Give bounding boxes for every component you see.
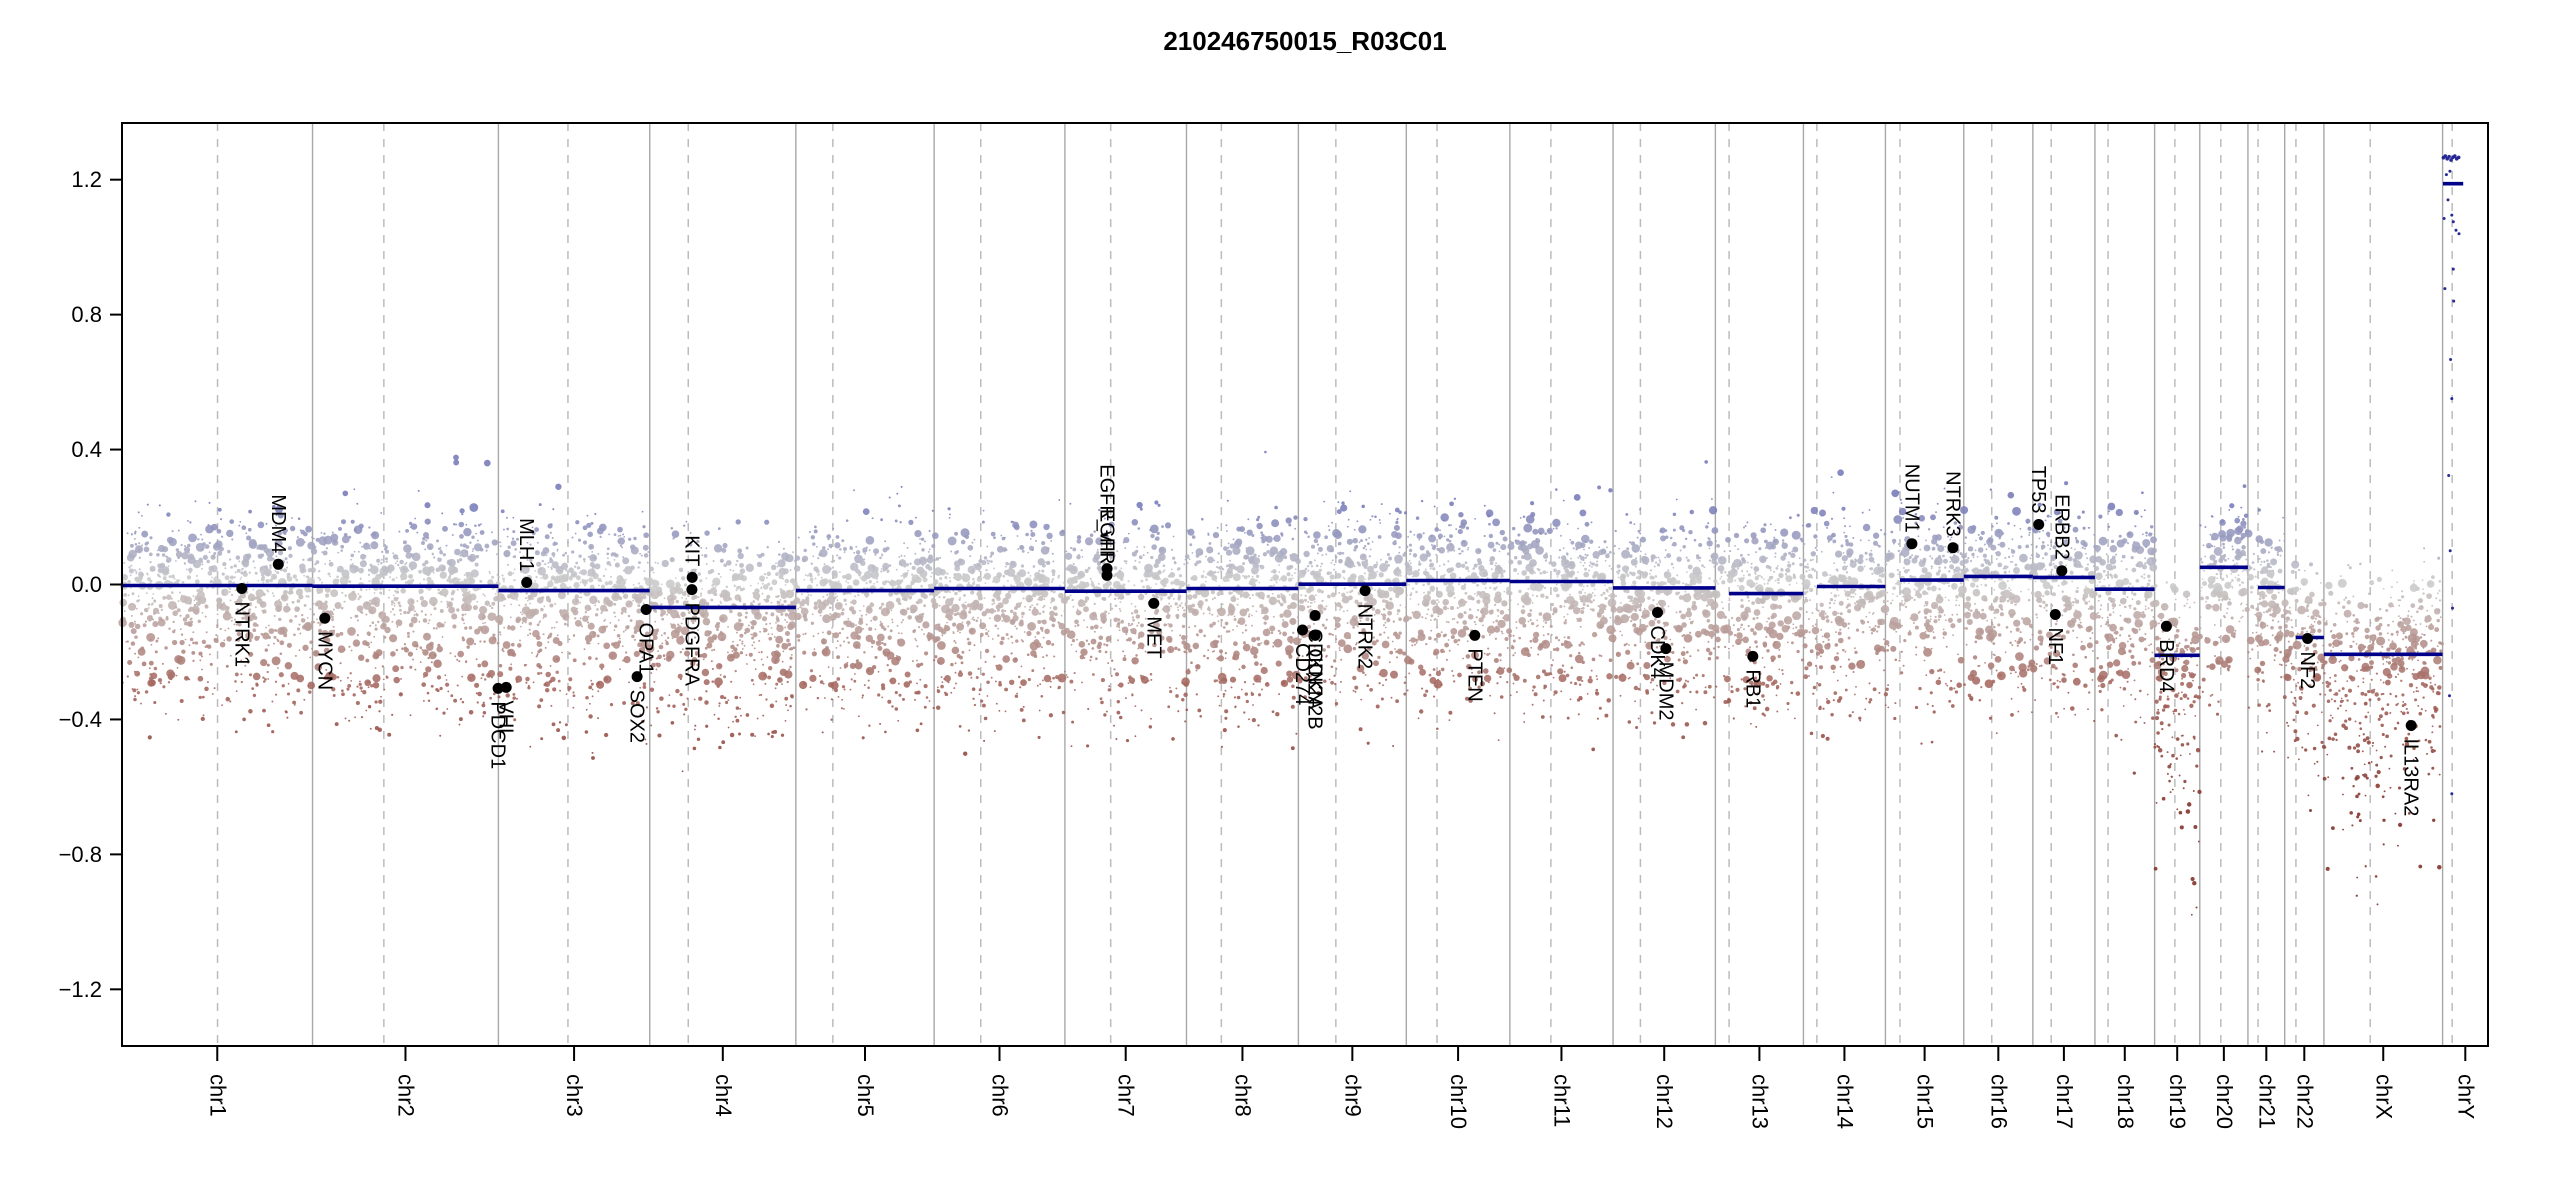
x-tick-label-chr21: chr21	[2254, 1074, 2279, 1129]
scatter-points	[118, 450, 2444, 916]
y-axis: 1.2 0.8 0.4 0.0 −0.4 −0.8 −1.2	[59, 167, 122, 1002]
gene-label-CDKN2B: CDKN2B	[1304, 648, 1326, 729]
gene-marker-NTRK2	[1359, 585, 1371, 597]
x-tick-label-chr20: chr20	[2212, 1074, 2237, 1129]
gene-marker-MLH1	[521, 577, 533, 588]
y-tick-label: 0.4	[71, 437, 102, 462]
gene-label-BRD4: BRD4	[2155, 639, 2177, 692]
gene-marker-CDKN2B	[1309, 629, 1321, 641]
x-tick-label-chr10: chr10	[1446, 1074, 1471, 1129]
gene-label-IL13RA2: IL13RA2	[2400, 739, 2422, 817]
x-tick-label-chr4: chr4	[711, 1074, 736, 1117]
gene-marker-VHL	[500, 681, 512, 693]
gene-label-RB1: RB1	[1741, 669, 1763, 708]
x-tick-label-chr17: chr17	[2052, 1074, 2077, 1129]
gene-marker-MDM4	[272, 558, 284, 570]
gene-marker-CDK4	[1652, 607, 1663, 618]
gene-label-NUTM1: NUTM1	[1900, 464, 1922, 533]
gene-label-NF2: NF2	[2296, 652, 2318, 690]
x-tick-label-chr6: chr6	[988, 1074, 1013, 1117]
gene-label-MLH1: MLH1	[515, 518, 537, 571]
y-tick-label: 0.0	[71, 572, 102, 597]
chrY-points	[2441, 154, 2461, 796]
gene-label-TP53: TP53	[2027, 466, 2049, 514]
gene-marker-CDKN2A	[1309, 610, 1321, 621]
gene-label-PTEN: PTEN	[1463, 648, 1485, 701]
gene-label-CD274: CD274	[1291, 643, 1313, 705]
gene-marker-CD274	[1297, 624, 1308, 636]
x-tick-label-chr2: chr2	[394, 1074, 419, 1117]
gene-marker-NF2	[2302, 633, 2314, 644]
x-tick-label-chr5: chr5	[853, 1074, 878, 1117]
gene-label-NTRK1: NTRK1	[230, 602, 252, 668]
gene-label-CDK4: CDK4	[1646, 626, 1668, 679]
gene-label-MYCN: MYCN	[313, 631, 335, 690]
gene-marker-NUTM1	[1906, 538, 1918, 550]
gene-label-CDKN2A: CDKN2A	[1304, 629, 1326, 711]
x-tick-label-chrY: chrY	[2453, 1074, 2478, 1120]
x-tick-label-chr22: chr22	[2292, 1074, 2317, 1129]
gene-marker-PDGFRA	[686, 584, 698, 596]
x-tick-label-chr11: chr11	[1550, 1074, 1575, 1127]
gene-marker-MET	[1148, 597, 1160, 609]
y-tick-label: 1.2	[71, 167, 102, 192]
gene-label-SOX2: SOX2	[626, 690, 648, 743]
x-tick-label-chr8: chr8	[1230, 1074, 1255, 1117]
plot-title: 210246750015_R03C01	[1163, 26, 1447, 56]
x-tick-label-chr16: chr16	[1986, 1074, 2011, 1129]
gene-label-MDM2: MDM2	[1654, 662, 1676, 721]
gene-marker-ERBB2	[2056, 565, 2068, 577]
x-tick-label-chr7: chr7	[1114, 1074, 1139, 1117]
gene-label-VHL: VHL	[495, 700, 517, 739]
x-tick-label-chr14: chr14	[1832, 1074, 1857, 1129]
x-tick-label-chr3: chr3	[562, 1074, 587, 1117]
gene-label-EGFR_vIII: EGFR_vIII	[1096, 464, 1118, 557]
gene-label-NF1: NF1	[2044, 628, 2066, 666]
y-tick-label: 0.8	[71, 302, 102, 327]
x-axis: chr1 chr2 chr3 chr4 chr5 chr6 chr7 chr8 chr9 chr1…	[205, 1046, 2478, 1129]
gene-marker-PTEN	[1469, 629, 1481, 641]
gene-label-ERBB2: ERBB2	[2050, 494, 2072, 560]
gene-marker-OPA1	[640, 604, 652, 615]
x-tick-label-chr12: chr12	[1652, 1074, 1677, 1129]
gene-marker-TP53	[2033, 519, 2045, 530]
x-tick-label-chr15: chr15	[1913, 1074, 1938, 1129]
gene-marker-MDM2	[1660, 643, 1672, 655]
gene-label-NTRK2: NTRK2	[1354, 604, 1376, 670]
x-tick-label-chr9: chr9	[1340, 1074, 1365, 1117]
gene-marker-EGFR_vIII	[1101, 563, 1113, 575]
x-tick-label-chr1: chr1	[205, 1074, 230, 1117]
gene-marker-MYCN	[319, 612, 331, 624]
y-tick-label: −1.2	[59, 977, 102, 1002]
x-tick-label-chr19: chr19	[2165, 1074, 2190, 1129]
gene-marker-RB1	[1747, 650, 1759, 662]
gene-label-PDGFRA: PDGFRA	[680, 603, 702, 687]
gene-marker-SOX2	[631, 671, 643, 683]
gene-marker-KIT	[686, 571, 698, 583]
gene-marker-NF1	[2049, 609, 2061, 620]
gene-marker-IL13RA2	[2405, 720, 2417, 731]
y-tick-label: −0.4	[59, 707, 102, 732]
gene-marker-BRD4	[2160, 620, 2172, 632]
gene-label-PDCD1: PDCD1	[487, 701, 509, 769]
y-tick-label: −0.8	[59, 842, 102, 867]
gene-label-MET: MET	[1142, 616, 1164, 658]
gene-label-OPA1: OPA1	[635, 623, 657, 675]
gene-marker-PDCD1	[492, 682, 504, 694]
gene-label-MDM4: MDM4	[267, 494, 289, 553]
x-tick-label-chr18: chr18	[2113, 1074, 2138, 1129]
gene-label-EGFR: EGFR	[1096, 509, 1118, 565]
gene-label-NTRK3: NTRK3	[1942, 471, 1964, 537]
x-tick-label-chr13: chr13	[1747, 1074, 1772, 1129]
gene-label-KIT: KIT	[681, 535, 703, 566]
gene-marker-NTRK3	[1947, 542, 1959, 554]
x-tick-label-chrX: chrX	[2371, 1074, 2396, 1120]
gene-marker-NTRK1	[236, 583, 248, 594]
